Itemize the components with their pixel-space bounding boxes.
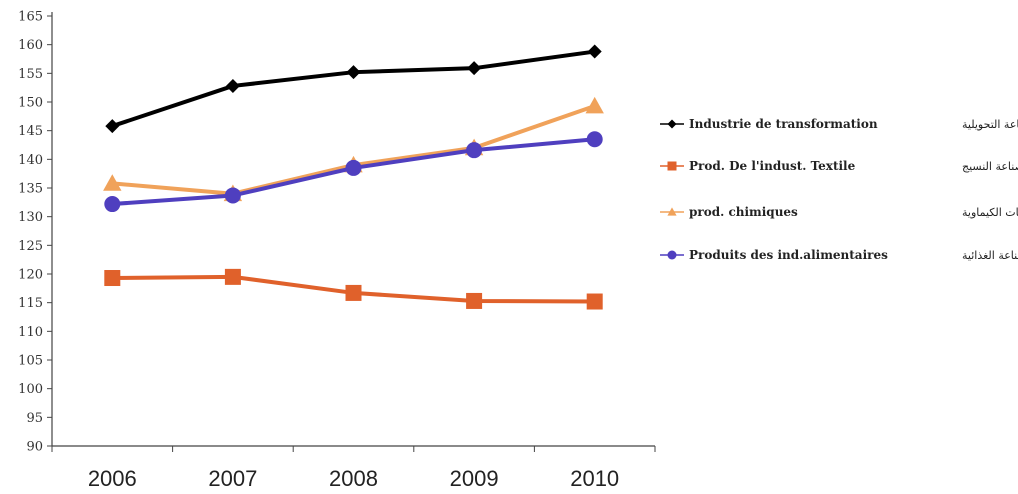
legend-label-ar: منتوجات الصناعة الغذائية xyxy=(962,249,1018,262)
y-tick-label: 135 xyxy=(18,182,43,197)
data-point xyxy=(224,268,241,285)
data-point xyxy=(466,292,483,309)
series-line xyxy=(112,104,596,196)
data-point xyxy=(103,174,122,191)
x-tick-label: 2009 xyxy=(450,466,499,491)
series-2 xyxy=(103,96,604,202)
data-point xyxy=(104,270,121,287)
data-point xyxy=(346,65,361,80)
y-tick-label: 110 xyxy=(18,325,43,340)
series-0 xyxy=(105,44,602,134)
legend-marker xyxy=(667,250,677,260)
legend-item-1: Prod. De l'indust. Textile صناعة النسيج xyxy=(660,159,1018,173)
data-point xyxy=(104,196,121,213)
legend-label: Industrie de transformation xyxy=(689,117,878,131)
legend-item-0: Industrie de transformation الصناعة التحو… xyxy=(660,117,1018,131)
data-point xyxy=(345,159,362,176)
y-tick-label: 115 xyxy=(18,296,43,311)
legend-label: Produits des ind.alimentaires xyxy=(689,248,888,262)
legend-label: prod. chimiques xyxy=(689,205,798,219)
series-1 xyxy=(104,268,603,310)
x-tick-label: 2008 xyxy=(329,466,378,491)
y-tick-label: 100 xyxy=(18,382,43,397)
series-3 xyxy=(104,131,603,213)
y-tick-label: 165 xyxy=(18,10,43,25)
series-lines xyxy=(103,44,604,310)
data-point xyxy=(225,78,240,93)
y-tick-label: 125 xyxy=(18,239,43,254)
data-point xyxy=(345,284,362,301)
y-axis-ticks: 90 95 100 105 110 115 120 125 130 135 140 145 150 155… xyxy=(18,10,52,455)
legend-item-2: prod. chimiques المنتوجات الكيماوية xyxy=(660,205,1018,219)
y-tick-label: 120 xyxy=(18,268,43,283)
legend-label-ar: صناعة النسيج xyxy=(962,160,1018,173)
series-line xyxy=(111,49,595,128)
x-tick-label: 2007 xyxy=(208,466,257,491)
y-tick-label: 145 xyxy=(18,124,43,139)
y-tick-label: 140 xyxy=(18,153,43,168)
legend-item-3: Produits des ind.alimentaires منتوجات الص… xyxy=(660,248,1018,262)
y-tick-label: 155 xyxy=(18,67,43,82)
data-point xyxy=(586,293,603,310)
y-tick-label: 130 xyxy=(18,210,43,225)
legend-label-ar: الصناعة التحويلية xyxy=(962,118,1018,131)
y-tick-label: 160 xyxy=(18,38,43,53)
legend-marker xyxy=(667,207,677,216)
y-tick-label: 95 xyxy=(26,411,43,426)
data-point xyxy=(467,61,482,76)
data-point xyxy=(586,131,603,148)
legend-marker xyxy=(667,119,677,129)
data-point xyxy=(466,142,483,159)
data-point xyxy=(224,187,241,204)
x-tick-label: 2010 xyxy=(570,466,619,491)
legend-label: Prod. De l'indust. Textile xyxy=(689,159,856,173)
x-axis-ticks: 2006 2007 2008 2009 2010 xyxy=(51,446,656,491)
axes xyxy=(51,12,655,447)
legend-label-ar: المنتوجات الكيماوية xyxy=(962,206,1018,219)
y-tick-label: 90 xyxy=(26,440,43,455)
data-point xyxy=(585,96,604,114)
data-point xyxy=(587,44,602,59)
x-tick-label: 2006 xyxy=(88,466,137,491)
y-tick-label: 150 xyxy=(18,96,43,111)
y-tick-label: 105 xyxy=(18,354,43,369)
legend: Industrie de transformation الصناعة التحو… xyxy=(660,117,1018,262)
legend-marker xyxy=(667,161,677,171)
data-point xyxy=(105,119,120,134)
